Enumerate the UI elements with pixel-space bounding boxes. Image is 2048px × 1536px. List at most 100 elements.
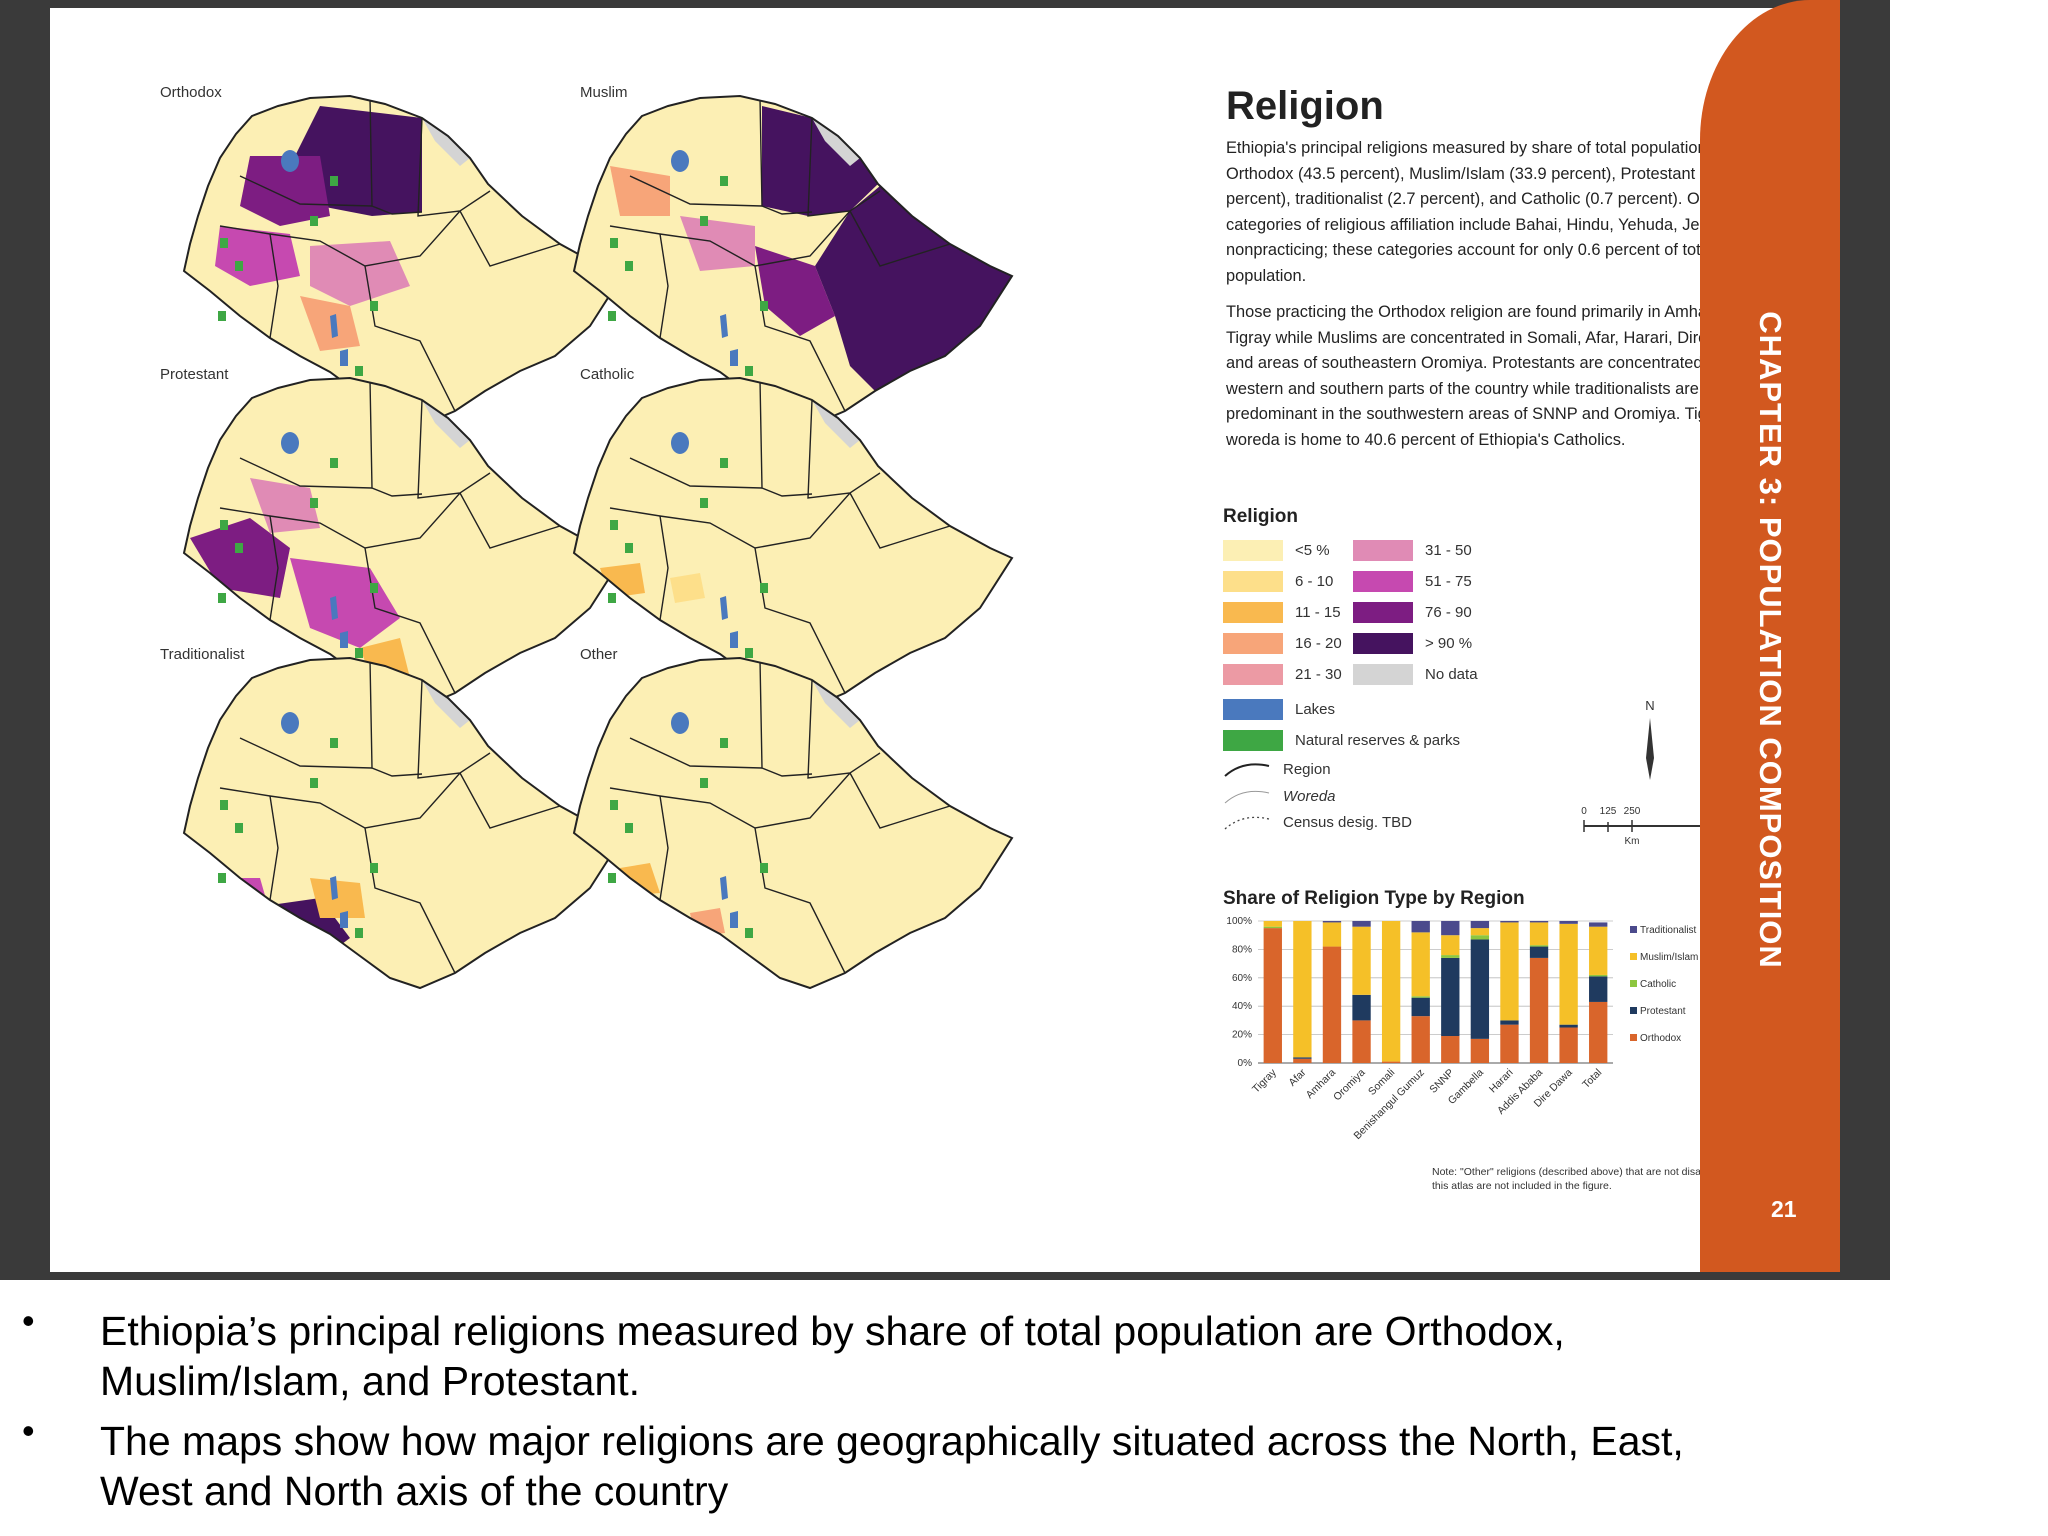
lake-tana bbox=[671, 150, 689, 172]
bullet-text: The maps show how major religions are ge… bbox=[100, 1418, 1684, 1514]
bar-segment bbox=[1470, 921, 1490, 929]
bar-segment bbox=[1500, 922, 1519, 1021]
boundary-line-icon bbox=[1224, 816, 1270, 830]
legend-label: > 90 % bbox=[1425, 634, 1473, 652]
bar-segment bbox=[1470, 935, 1490, 940]
legend-label: Census desig. TBD bbox=[1283, 813, 1412, 831]
bar-segment bbox=[1411, 997, 1430, 1017]
chart-legend-swatch bbox=[1630, 953, 1637, 960]
x-tick-label: Afar bbox=[1286, 1066, 1308, 1088]
ethiopia-map-catholic bbox=[572, 376, 1014, 710]
ethiopia-map-orthodox bbox=[182, 94, 624, 428]
bar-segment bbox=[1470, 1038, 1490, 1063]
chart-legend-label: Protestant bbox=[1640, 1006, 1686, 1017]
boundary-line-icon bbox=[1224, 763, 1270, 777]
bar-segment bbox=[1322, 946, 1342, 1063]
map-label: Muslim bbox=[580, 84, 628, 101]
page-number: 21 bbox=[1771, 1196, 1797, 1222]
chart-title: Share of Religion Type by Region bbox=[1223, 888, 1525, 909]
legend-swatch bbox=[1223, 570, 1283, 592]
bar-segment bbox=[1589, 926, 1608, 975]
chart-note: Note: "Other" religions (described above… bbox=[1432, 1166, 1760, 1192]
chart-legend-swatch bbox=[1630, 1034, 1637, 1041]
legend-boundary: Census desig. TBD bbox=[1223, 811, 1412, 833]
bar-segment bbox=[1293, 921, 1312, 1058]
legend-label: 6 - 10 bbox=[1295, 572, 1334, 590]
legend-swatch bbox=[1353, 539, 1413, 561]
legend-swatch bbox=[1223, 539, 1283, 561]
map-protestant: Protestant bbox=[160, 348, 660, 718]
legend-swatch bbox=[1353, 663, 1413, 685]
legend-swatch bbox=[1223, 729, 1283, 751]
scale-tick-125: 125 bbox=[1600, 806, 1617, 817]
bar-segment bbox=[1352, 994, 1371, 1021]
bar-segment bbox=[1559, 921, 1578, 924]
chart-legend-label: Catholic bbox=[1640, 979, 1676, 990]
legend-label: Lakes bbox=[1295, 700, 1336, 718]
bar-segment bbox=[1441, 957, 1460, 1037]
legend-class: 6 - 10 bbox=[1223, 570, 1333, 592]
legend-class: 31 - 50 bbox=[1353, 539, 1472, 561]
chart-legend-label: Orthodox bbox=[1640, 1033, 1681, 1044]
legend-boundary: Woreda bbox=[1223, 785, 1336, 807]
legend-swatch bbox=[1353, 570, 1413, 592]
bar-segment bbox=[1470, 939, 1490, 1039]
chart-legend-swatch bbox=[1630, 1007, 1637, 1014]
map-label: Traditionalist bbox=[160, 646, 245, 663]
legend-label: Natural reserves & parks bbox=[1295, 731, 1461, 749]
bar-segment bbox=[1529, 957, 1549, 1063]
chapter-title: CHAPTER 3: POPULATION COMPOSITION bbox=[1753, 311, 1788, 969]
north-label: N bbox=[1645, 698, 1654, 713]
legend-label: 51 - 75 bbox=[1425, 572, 1472, 590]
stacked-bar-chart: 0%20%40%60%80%100%Tigray AfarAmharaOromiy… bbox=[1226, 916, 1698, 1142]
legend-swatch bbox=[1353, 632, 1413, 654]
ethiopia-map-traditionalist bbox=[182, 656, 624, 990]
bar-segment bbox=[1411, 921, 1430, 933]
bar-segment bbox=[1470, 928, 1490, 936]
intro-paragraph: Ethiopia's principal religions measured … bbox=[1226, 139, 1772, 285]
ethiopia-map-muslim bbox=[572, 94, 1014, 428]
bar-segment bbox=[1441, 1036, 1460, 1063]
bar-segment bbox=[1381, 1061, 1401, 1063]
bullet-dot-icon: • bbox=[22, 1300, 35, 1341]
lake-tana bbox=[281, 712, 299, 734]
bar-segment bbox=[1529, 922, 1549, 946]
legend-class: 21 - 30 bbox=[1223, 663, 1342, 685]
legend-label: 76 - 90 bbox=[1425, 603, 1472, 621]
legend-boundary: Region bbox=[1223, 758, 1331, 780]
legend-feature: Lakes bbox=[1223, 698, 1335, 720]
legend-label: 31 - 50 bbox=[1425, 541, 1472, 559]
legend-label: 16 - 20 bbox=[1295, 634, 1342, 652]
y-tick-label: 0% bbox=[1238, 1058, 1253, 1069]
north-arrow-icon bbox=[1646, 718, 1654, 780]
chapter-tab bbox=[1700, 0, 1840, 1272]
boundary-line-icon bbox=[1224, 790, 1270, 804]
scale-tick-250: 250 bbox=[1624, 806, 1641, 817]
bar-segment bbox=[1322, 921, 1342, 923]
bar-segment bbox=[1441, 935, 1460, 956]
legend-class: 11 - 15 bbox=[1223, 601, 1341, 623]
x-tick-label: Total bbox=[1580, 1067, 1604, 1091]
section-title: Religion bbox=[1226, 84, 1384, 128]
bar-segment bbox=[1381, 921, 1401, 1062]
bar-segment bbox=[1263, 921, 1282, 927]
bar-segment bbox=[1589, 976, 1608, 1002]
bar-segment bbox=[1293, 1057, 1312, 1059]
legend-label: Woreda bbox=[1283, 787, 1336, 805]
legend-class: > 90 % bbox=[1353, 632, 1472, 654]
bar-segment bbox=[1293, 1058, 1312, 1063]
bar-segment bbox=[1263, 926, 1282, 929]
map-muslim: Muslim bbox=[550, 66, 1050, 436]
bullet-text: Ethiopia’s principal religions measured … bbox=[100, 1308, 1565, 1404]
ethiopia-map-protestant bbox=[182, 376, 624, 710]
chart-legend-label: Muslim/Islam bbox=[1640, 952, 1698, 963]
legend-label: <5 % bbox=[1295, 541, 1330, 559]
bar-segment bbox=[1559, 1024, 1578, 1028]
lake-tana bbox=[671, 432, 689, 454]
map-traditionalist: Traditionalist bbox=[160, 628, 660, 998]
bar-segment bbox=[1559, 923, 1578, 1025]
legend-label: No data bbox=[1425, 665, 1478, 683]
y-tick-label: 100% bbox=[1226, 916, 1252, 927]
bar-segment bbox=[1411, 996, 1430, 998]
chart-legend-label: Traditionalist bbox=[1640, 925, 1697, 936]
